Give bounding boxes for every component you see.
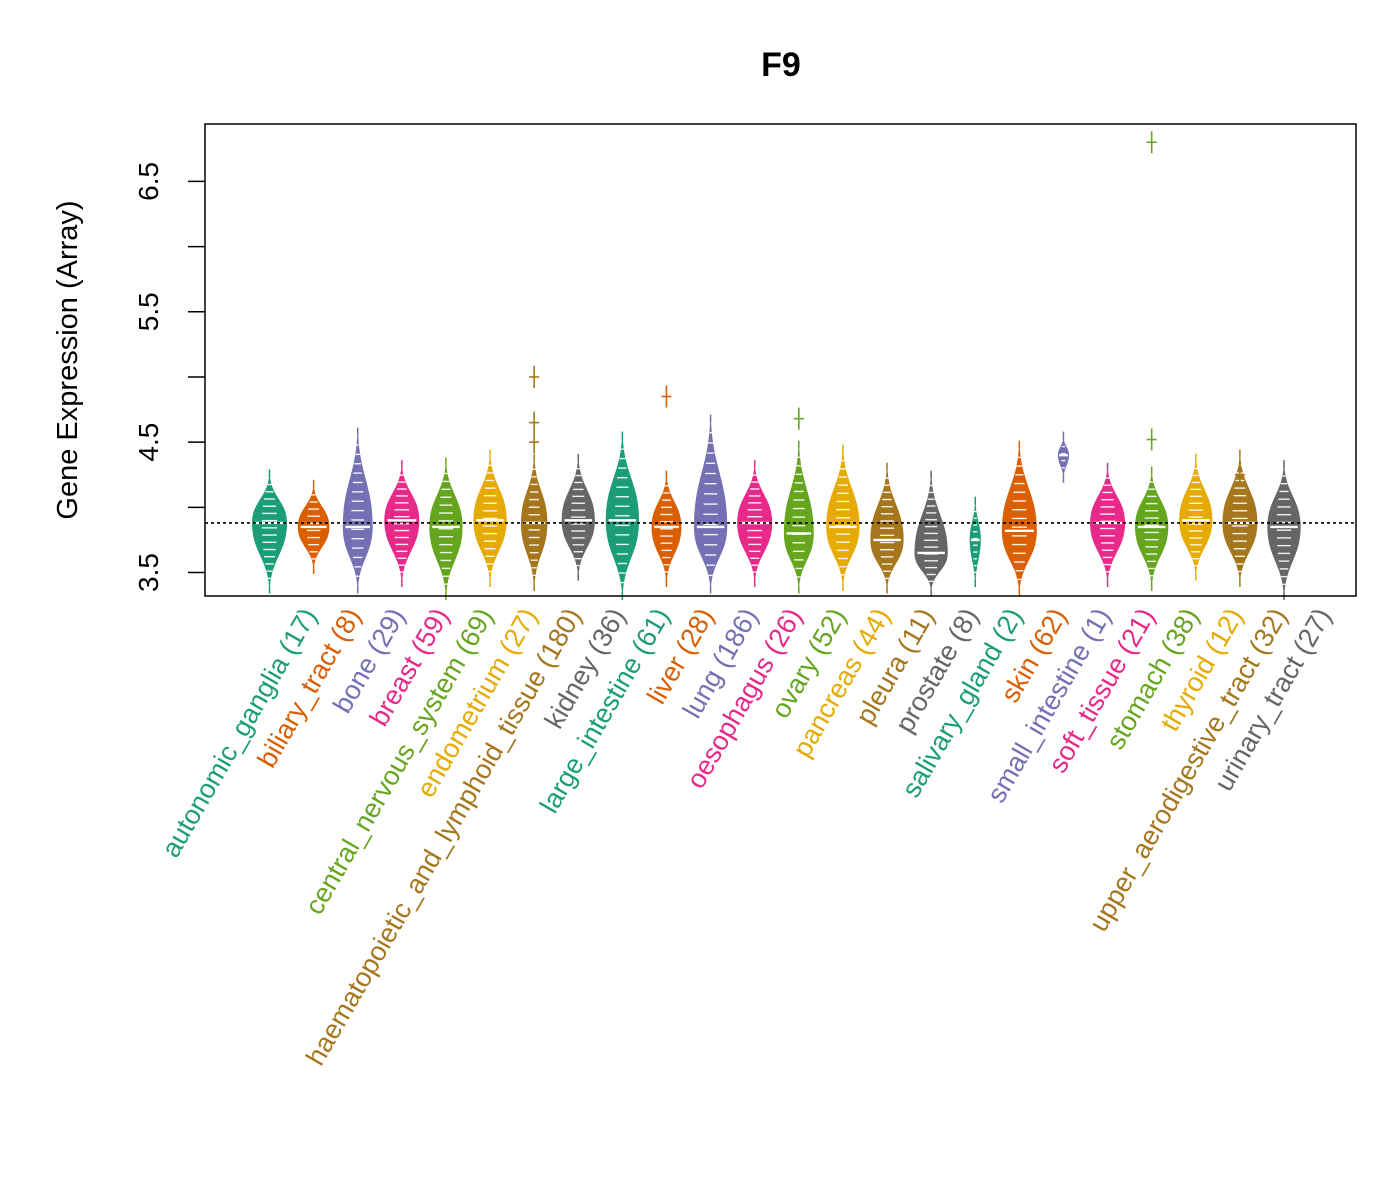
violin-salivary_gland [969, 496, 981, 588]
violin-body [969, 504, 981, 580]
violin-central_nervous_system [429, 457, 463, 601]
y-tick-label: 6.5 [133, 162, 164, 201]
violin-lung [693, 414, 728, 594]
violin-urinary_tract [1267, 460, 1301, 601]
violin-bone [342, 427, 373, 594]
violin-body [1057, 439, 1070, 475]
violin-soft_tissue [1090, 462, 1126, 588]
y-axis: 3.5 4.5 5.5 6.5 [133, 162, 205, 592]
y-tick-label: 4.5 [133, 423, 164, 462]
violin-thyroid [1179, 453, 1213, 581]
violin-body [251, 477, 288, 586]
violin-body [1090, 470, 1126, 580]
violin-breast [384, 460, 420, 588]
violin-skin [1001, 440, 1037, 597]
violin-haematopoietic_and_lymphoid_tissue [520, 365, 548, 591]
x-label-count: (27) [1283, 603, 1337, 666]
violin-small_intestine [1057, 431, 1070, 483]
violins-layer [251, 131, 1301, 601]
violin-ovary [783, 407, 814, 594]
chart-title: F9 [761, 46, 801, 84]
violin-upper_aerodigestive_tract [1222, 449, 1258, 588]
violin-large_intestine [605, 431, 640, 601]
violin-prostate [914, 470, 948, 597]
violin-pleura [870, 462, 904, 594]
violin-biliary_tract [297, 479, 330, 575]
plot-frame [204, 123, 1357, 597]
violin-pancreas [826, 444, 860, 591]
violin-oesophagus [737, 460, 773, 588]
violin-body [1135, 474, 1169, 584]
violin-kidney [561, 453, 595, 581]
y-axis-label: Gene Expression (Array) [52, 200, 84, 519]
violin-autonomic_ganglia [251, 469, 288, 594]
y-tick-label: 3.5 [133, 553, 164, 592]
violin-stomach [1135, 131, 1169, 591]
x-axis-labels: autonomic_ganglia (17)biliary_tract (8)b… [156, 603, 1338, 1070]
violin-endometrium [473, 449, 507, 588]
violin-liver [651, 385, 682, 588]
y-tick-label: 5.5 [133, 292, 164, 331]
